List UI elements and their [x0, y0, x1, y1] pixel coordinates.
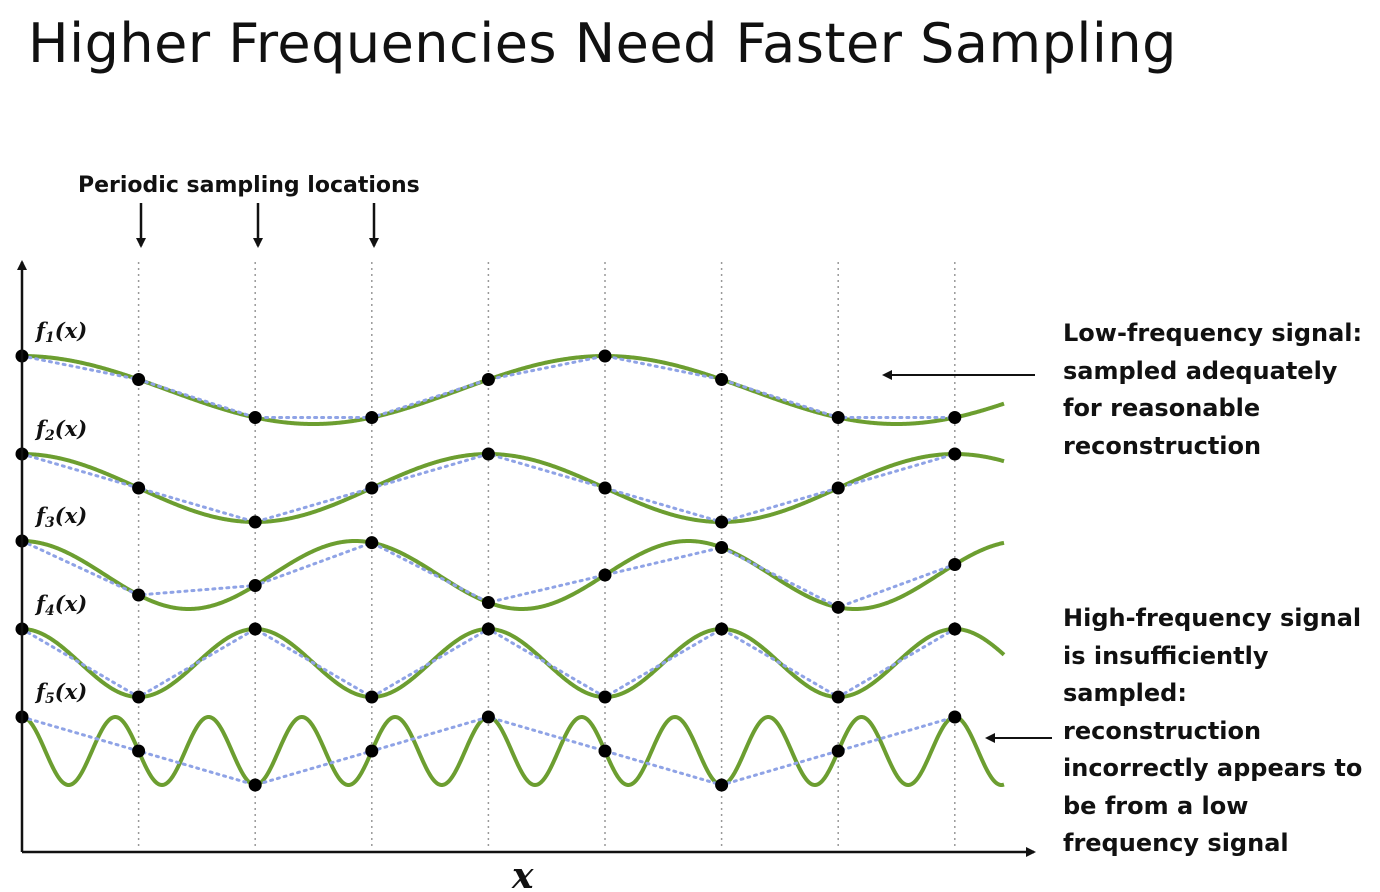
note-line: frequency signal [1063, 829, 1289, 857]
f2-sample-point [248, 515, 262, 529]
f5-sample-point [481, 710, 495, 724]
annotation-arrows [882, 370, 1052, 743]
f1-sample-point [481, 372, 495, 386]
high-frequency-annotation: High-frequency signal is insufficiently … [1063, 600, 1362, 863]
f2-sample-point [481, 447, 495, 461]
f5-label: f5(x) [34, 679, 87, 707]
f5-sample-point [598, 744, 612, 758]
f2-sample-point [948, 447, 962, 461]
f4-sample-point [365, 690, 379, 704]
note-line: incorrectly appears to [1063, 754, 1363, 782]
note-line: is insufficiently [1063, 641, 1269, 670]
f5-sample-point [365, 744, 379, 758]
note-line: sampled: [1063, 679, 1187, 707]
sampling-arrows [136, 203, 379, 248]
f3-reconstruction [20, 539, 957, 609]
f3-sample-point [132, 588, 146, 602]
f5-sample-point [715, 778, 729, 792]
f1-label: f1(x) [34, 318, 87, 346]
label-subscript: 5 [45, 691, 55, 707]
f4-sample-point [948, 622, 962, 636]
axes [17, 260, 1036, 857]
f3-sample-point [831, 600, 845, 614]
f2-sample-point [365, 481, 379, 495]
f5-sample-point [948, 710, 962, 724]
label-subscript: 3 [45, 515, 55, 531]
f3-sample-point [481, 596, 495, 610]
f2-sample-point [831, 481, 845, 495]
f2-sample-point [715, 515, 729, 529]
function-labels: f1(x) f2(x) f3(x) f4(x) f5(x) [34, 318, 87, 707]
f4-label: f4(x) [34, 591, 87, 619]
note-line: Low-frequency signal: [1063, 319, 1363, 347]
f3-sample-point [248, 579, 262, 593]
f5-sample-point [248, 778, 262, 792]
f2-signal-curve [21, 452, 1005, 524]
f3-signal-curve [21, 539, 1005, 611]
f4-sample-point [598, 690, 612, 704]
note-line: reconstruction [1063, 431, 1262, 460]
signal-f5 [15, 710, 1005, 792]
f1-sample-point [598, 349, 612, 363]
f4-sample-point [248, 622, 262, 636]
f1-signal-curve [21, 354, 1005, 426]
f5-sample-point [831, 744, 845, 758]
label-subscript: 2 [44, 428, 55, 444]
signal-f3 [15, 534, 1005, 614]
signal-f2 [15, 447, 1005, 529]
f4-sample-point [715, 622, 729, 636]
sampling-locations-label: Periodic sampling locations [78, 173, 420, 198]
f2-label: f2(x) [34, 416, 87, 444]
f5-sample-point [132, 744, 146, 758]
f3-sample-point [948, 557, 962, 571]
f1-sample-point [248, 411, 262, 425]
f1-sample-point [715, 372, 729, 386]
f5-signal-curve [21, 715, 1005, 787]
label-suffix: (x) [55, 318, 87, 343]
low-frequency-annotation: Low-frequency signal: sampled adequately… [1063, 315, 1362, 465]
f4-sample-point [831, 690, 845, 704]
f2-sample-point [132, 481, 146, 495]
note-line: for reasonable [1063, 394, 1261, 422]
label-suffix: (x) [55, 503, 87, 528]
label-suffix: (x) [55, 416, 87, 441]
f3-sample-point [365, 536, 379, 550]
f3-label: f3(x) [34, 503, 87, 531]
f4-sample-point [132, 690, 146, 704]
f1-sample-point [948, 411, 962, 425]
note-line: High-frequency signal [1063, 604, 1362, 632]
label-suffix: (x) [55, 591, 87, 616]
f2-sample-point [598, 481, 612, 495]
label-subscript: 4 [45, 603, 55, 619]
f1-sample-point [365, 411, 379, 425]
note-line: sampled adequately [1063, 356, 1338, 385]
note-line: be from a low [1063, 791, 1249, 820]
f1-reconstruction [20, 354, 957, 419]
slide-title: Higher Frequencies Need Faster Sampling [28, 12, 1177, 75]
signal-f1 [15, 349, 1005, 426]
signal-f4 [15, 622, 1006, 704]
f2-reconstruction [20, 452, 957, 524]
f5-reconstruction [20, 715, 957, 787]
f1-sample-point [831, 411, 845, 425]
x-axis-label: x [511, 855, 534, 892]
f4-sample-point [481, 622, 495, 636]
signal-curves [15, 349, 1006, 792]
f3-sample-point [598, 568, 612, 582]
label-subscript: 1 [45, 330, 55, 346]
note-line: reconstruction [1063, 716, 1262, 745]
f4-reconstruction [20, 627, 957, 699]
label-suffix: (x) [55, 679, 87, 704]
f1-sample-point [132, 372, 146, 386]
f3-sample-point [715, 540, 729, 554]
